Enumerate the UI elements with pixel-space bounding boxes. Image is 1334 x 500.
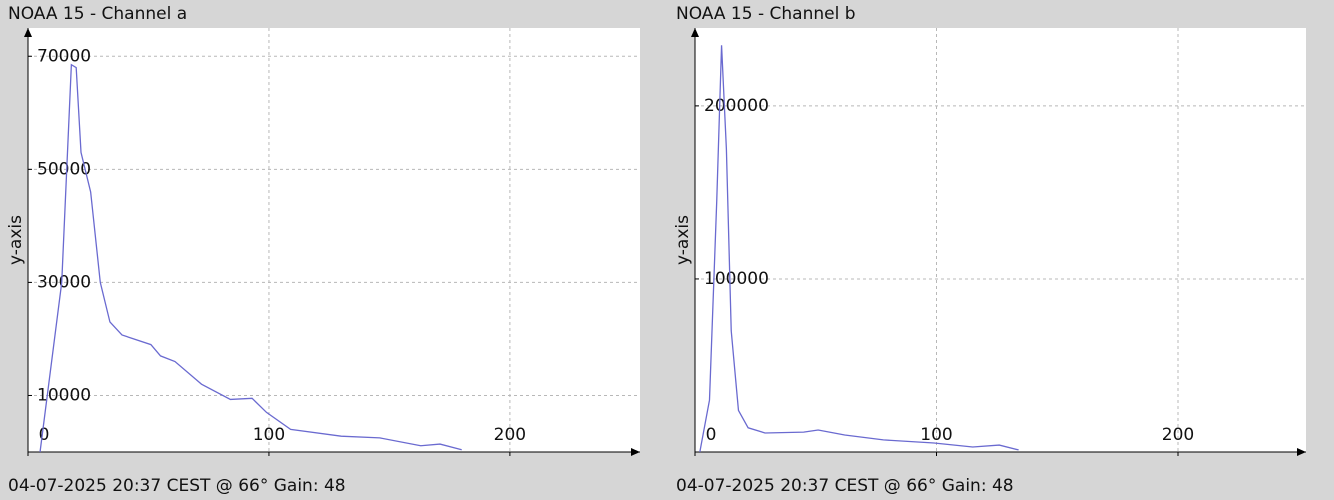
y-tick-label: 10000: [37, 385, 91, 405]
y-tick-label: 100000: [704, 269, 769, 289]
y-axis-arrow: [24, 28, 32, 37]
plot-area: [695, 28, 1306, 452]
y-tick-label: 200000: [704, 96, 769, 116]
chart-title: NOAA 15 - Channel a: [8, 4, 187, 24]
x-tick-label: 0: [39, 425, 50, 445]
x-tick-label: 200: [494, 425, 526, 445]
x-tick-label: 0: [706, 425, 717, 445]
y-tick-label: 50000: [37, 159, 91, 179]
y-tick-label: 30000: [37, 272, 91, 292]
footer-status: 04-07-2025 20:37 CEST @ 66° Gain: 48: [676, 476, 1014, 496]
data-line: [39, 63, 462, 453]
y-axis-arrow: [691, 28, 699, 37]
x-axis-arrow: [1297, 448, 1306, 456]
footer-status: 04-07-2025 20:37 CEST @ 66° Gain: 48: [8, 476, 346, 496]
x-tick-label: 200: [1162, 425, 1194, 445]
y-tick-label: 70000: [37, 46, 91, 66]
y-axis-label: y-axis: [673, 215, 693, 265]
data-line: [699, 45, 1019, 453]
x-axis-arrow: [631, 448, 640, 456]
chart-panel: NOAA 15 - Channel b 100000 200000 0 100 200 y-…: [673, 4, 1306, 496]
chart-panel: NOAA 15 - Channel a 10000 30000 50000 70000 0…: [6, 4, 640, 496]
y-axis-label: y-axis: [6, 215, 26, 265]
plot-area: [28, 28, 640, 452]
chart-title: NOAA 15 - Channel b: [676, 4, 856, 24]
x-tick-label: 100: [253, 425, 285, 445]
x-tick-label: 100: [920, 425, 952, 445]
